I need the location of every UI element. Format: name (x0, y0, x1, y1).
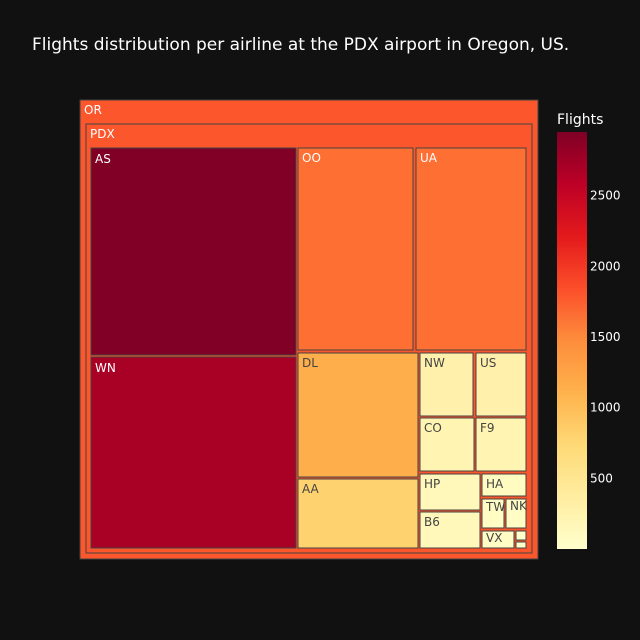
tile-wn[interactable] (90, 356, 297, 549)
tile-nk[interactable] (505, 498, 527, 529)
label-ua: UA (420, 151, 438, 165)
label-oo: OO (302, 151, 321, 165)
tile-as[interactable] (90, 147, 297, 356)
tile-co[interactable] (419, 417, 475, 472)
treemap-tiles: OR PDX AS WN OO UA DL AA NW US CO F9 HP B6 HA TW NK VX (79, 99, 539, 560)
colorbar-title: Flights (557, 112, 603, 128)
label-dl: DL (302, 356, 318, 370)
label-b6: B6 (424, 515, 440, 529)
label-vx: VX (486, 531, 502, 545)
colorbar-tick-label: 1000 (590, 401, 621, 415)
tile-aa[interactable] (297, 478, 419, 549)
label-ha: HA (486, 477, 504, 491)
label-tw: TW (485, 500, 505, 514)
colorbar: Flights 500 1000 1500 2000 2500 (557, 112, 621, 549)
label-root: OR (84, 103, 102, 117)
tile-us[interactable] (475, 352, 527, 417)
label-as: AS (95, 152, 111, 166)
label-f9: F9 (480, 421, 495, 435)
tile-ha[interactable] (481, 473, 527, 497)
tile-f9[interactable] (475, 417, 527, 472)
tile-hp[interactable] (419, 473, 481, 511)
colorbar-tick-label: 2500 (590, 189, 621, 203)
label-nw: NW (424, 356, 445, 370)
tile-dl[interactable] (297, 352, 419, 478)
colorbar-ticks: 500 1000 1500 2000 2500 (590, 189, 621, 486)
label-co: CO (424, 421, 442, 435)
chart-title: Flights distribution per airline at the … (32, 35, 569, 55)
tile-ua[interactable] (415, 147, 527, 351)
tile-oo[interactable] (297, 147, 414, 351)
label-wn: WN (95, 361, 116, 375)
colorbar-tick-label: 2000 (590, 259, 621, 273)
colorbar-tick-label: 1500 (590, 330, 621, 344)
tile-tw[interactable] (481, 498, 505, 529)
tile-small-17[interactable] (515, 541, 527, 549)
tile-b6[interactable] (419, 511, 481, 549)
label-hp: HP (424, 477, 440, 491)
colorbar-gradient (557, 132, 587, 549)
label-us: US (480, 356, 496, 370)
label-nk: NK (510, 499, 528, 513)
label-aa: AA (302, 482, 320, 496)
colorbar-tick-label: 500 (590, 471, 613, 485)
tile-nw[interactable] (419, 352, 474, 417)
tile-small-16[interactable] (515, 530, 527, 541)
tile-vx[interactable] (481, 530, 515, 549)
label-pdx: PDX (90, 127, 115, 141)
